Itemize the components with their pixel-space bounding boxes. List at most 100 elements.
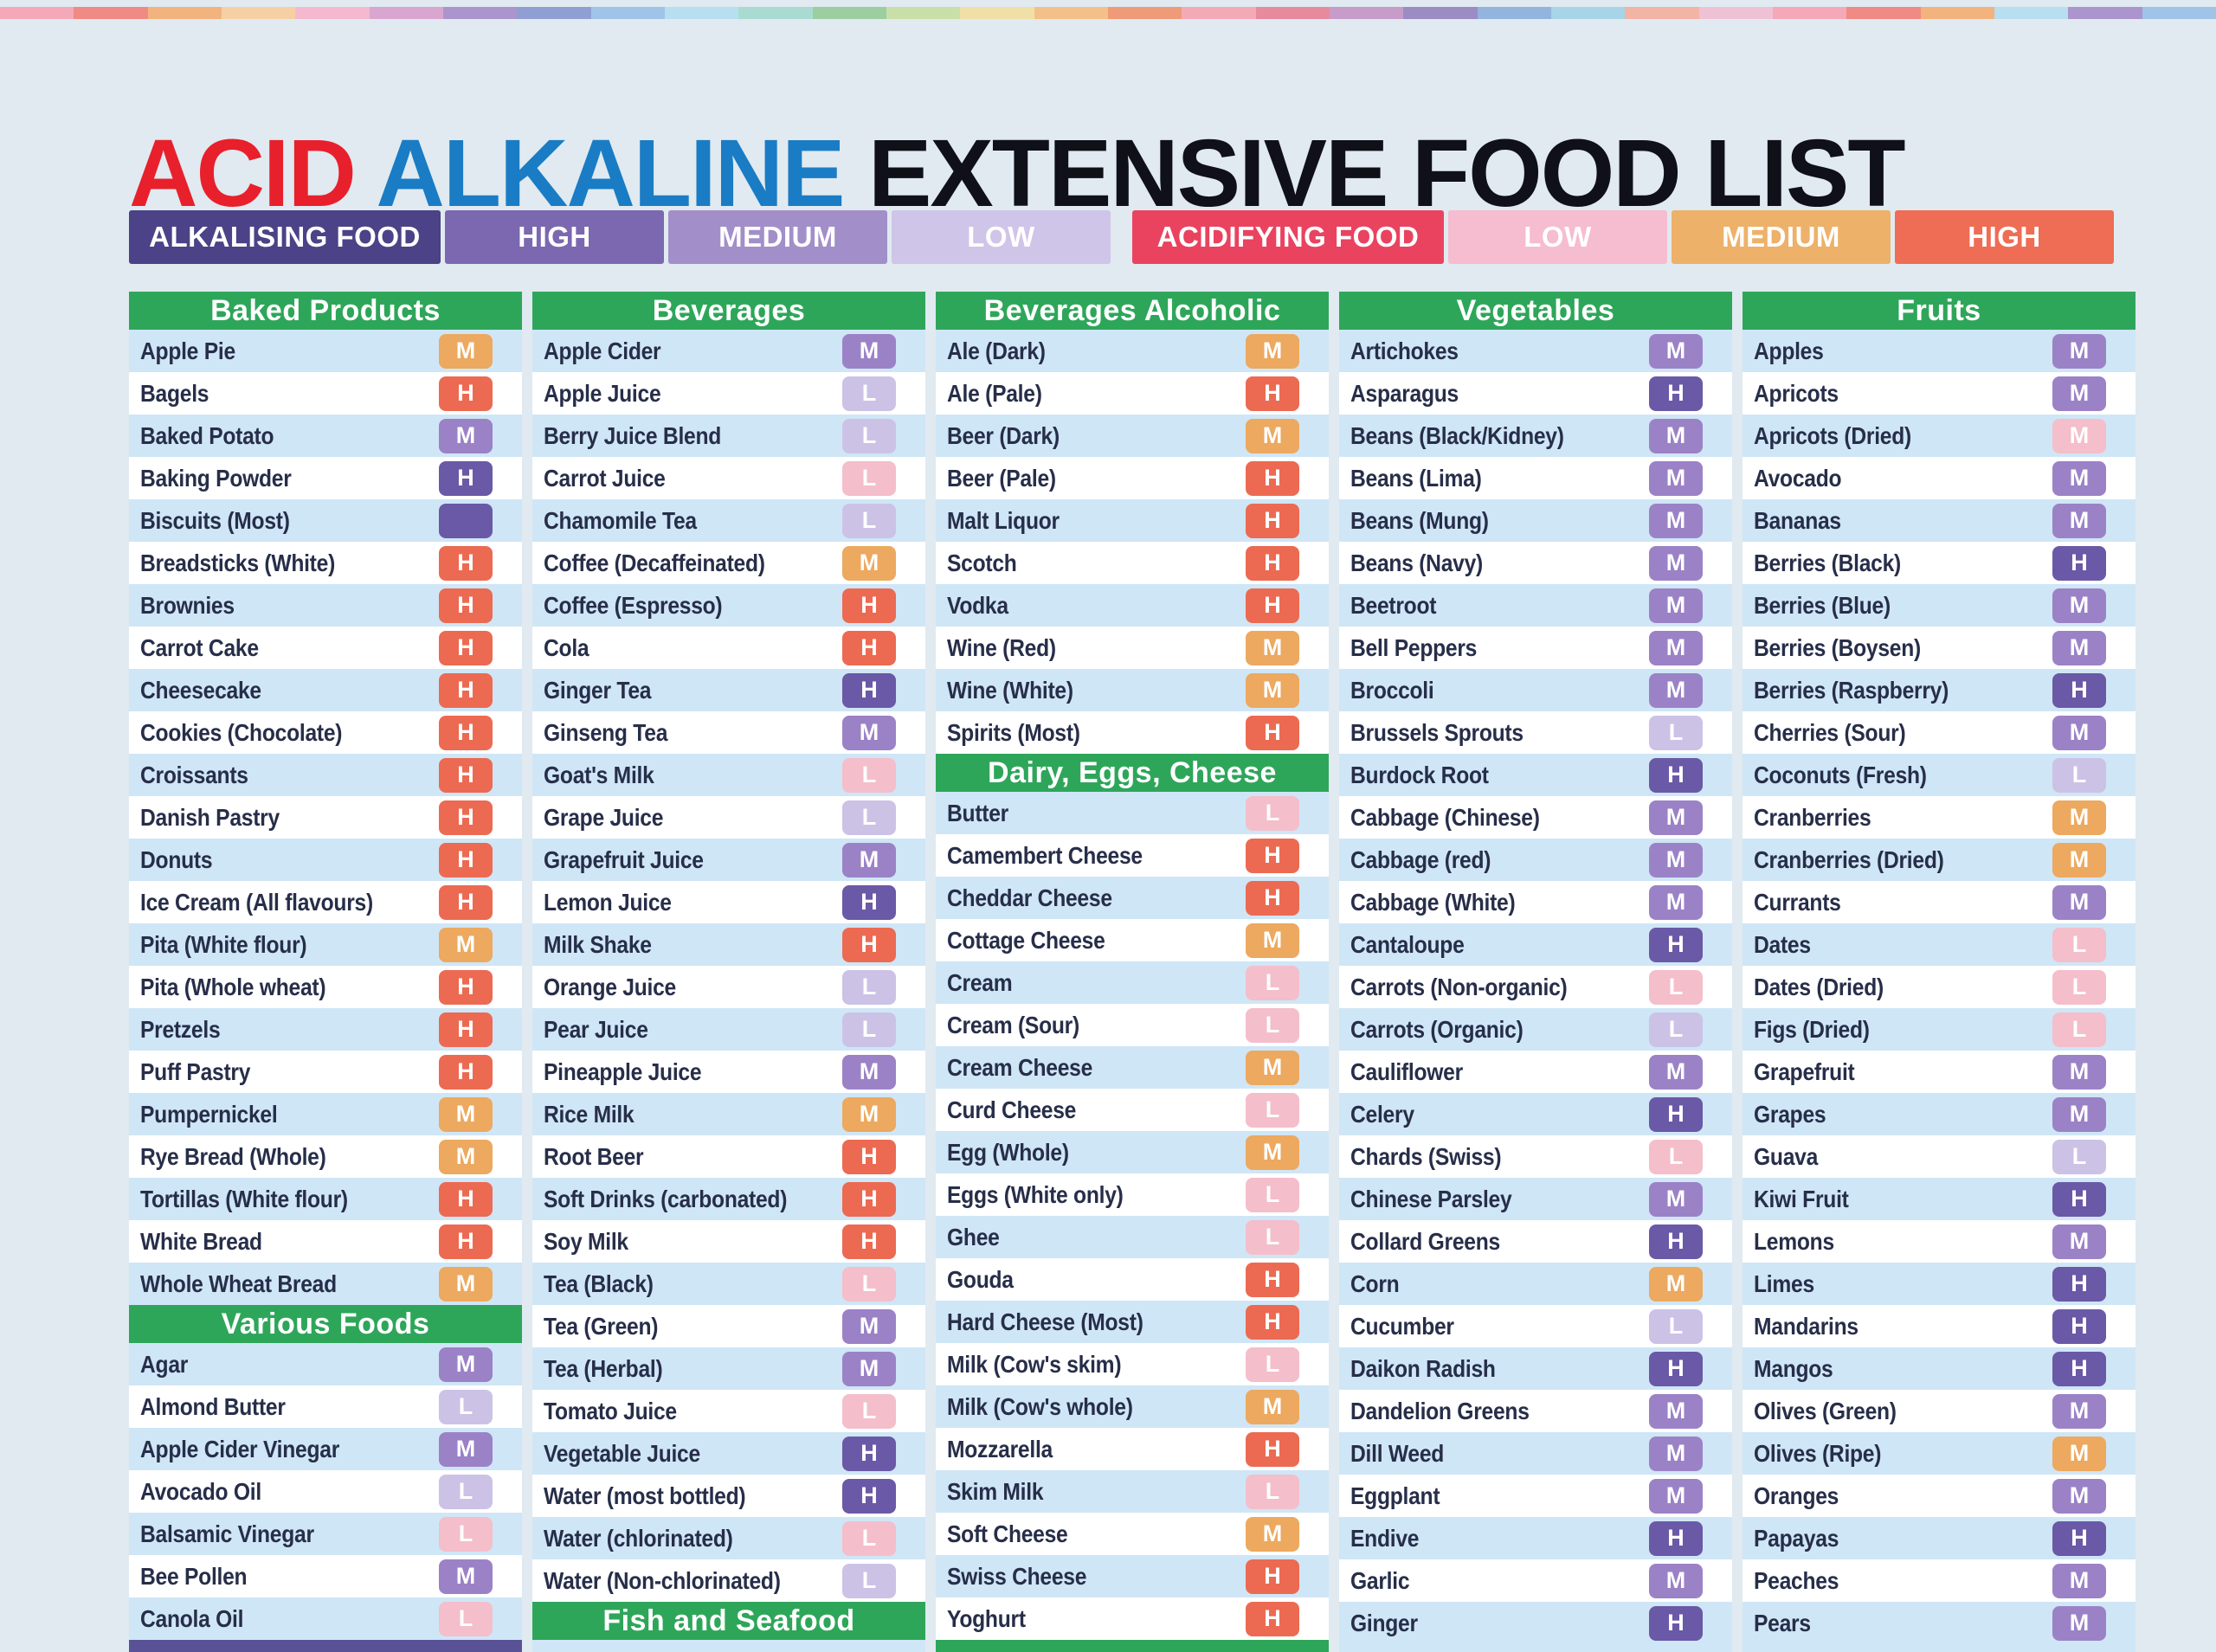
food-row: Camembert Cheese H (936, 834, 1329, 877)
food-name: Currants (1754, 888, 1841, 916)
food-row: Lemon Juice H (532, 881, 925, 923)
food-name: Tea (Black) (544, 1270, 654, 1297)
food-row: Bananas M (1743, 499, 2135, 542)
food-row: Mangos H (1743, 1347, 2135, 1390)
rating-badge: L (1649, 1012, 1703, 1047)
rating-badge: M (1246, 672, 1299, 708)
rating-badge: H (1649, 376, 1703, 411)
food-name: Pumpernickel (140, 1100, 278, 1128)
food-name: Swiss Cheese (947, 1562, 1087, 1590)
rating-badge: M (2052, 376, 2106, 411)
rating-badge: L (842, 1520, 896, 1556)
food-row: Danish Pastry H (129, 796, 522, 839)
section-header-baked-products: Baked Products (129, 292, 522, 330)
food-row: Cheddar Cheese H (936, 877, 1329, 919)
food-row: Spirits (Most) H (936, 711, 1329, 754)
food-name: Malt Liquor (947, 506, 1060, 534)
rating-badge: M (1649, 333, 1703, 369)
rating-badge: M (2052, 1393, 2106, 1429)
food-row: Wine (White) M (936, 669, 1329, 711)
food-row: Cola H (532, 627, 925, 669)
food-table: Baked Products Apple Pie M Bagels H Baked Pot… (129, 292, 2135, 1652)
food-name: Danish Pastry (140, 803, 280, 831)
food-name: Coconuts (Fresh) (1754, 761, 1927, 788)
food-name: Cola (544, 633, 589, 661)
border-segment (1846, 7, 1921, 19)
food-name: Ginseng Tea (544, 718, 668, 746)
border-segment (147, 7, 222, 19)
food-name: Scotch (947, 549, 1017, 576)
food-row: Dates L (1743, 923, 2135, 966)
food-name: Bananas (1754, 506, 1841, 534)
rating-badge: H (842, 672, 896, 708)
legend: ALKALISING FOOD HIGH MEDIUM LOW ACIDIFYING F… (129, 210, 2114, 264)
rating-badge: H (1246, 503, 1299, 538)
food-row: Water (Non-chlorinated) L (532, 1559, 925, 1602)
food-name: Beans (Black/Kidney) (1350, 421, 1564, 449)
rating-badge: M (2052, 1605, 2106, 1641)
rating-badge: H (439, 545, 493, 581)
rating-badge: M (1246, 418, 1299, 453)
rating-badge: L (842, 460, 896, 496)
food-name: Lemon Juice (544, 888, 672, 916)
rating-badge: M (2052, 884, 2106, 920)
border-segment (0, 7, 74, 19)
food-row: Olives (Ripe) M (1743, 1432, 2135, 1475)
rating-badge: H (842, 630, 896, 665)
food-row: Corn M (1339, 1263, 1732, 1305)
food-row: Yoghurt H (936, 1597, 1329, 1640)
food-row: Lemons M (1743, 1220, 2135, 1263)
rating-badge: H (842, 1224, 896, 1259)
food-row: Curd Cheese L (936, 1089, 1329, 1131)
food-name: Brussels Sprouts (1350, 718, 1524, 746)
food-row: Ale (Pale) H (936, 372, 1329, 415)
rating-badge: H (842, 1139, 896, 1174)
food-row: Coconuts (Fresh) L (1743, 754, 2135, 796)
food-name: Burdock Root (1350, 761, 1489, 788)
food-row: Coffee (Espresso) H (532, 584, 925, 627)
food-row: Cabbage (Chinese) M (1339, 796, 1732, 839)
food-row: Baked Potato M (129, 415, 522, 457)
food-row: Kiwi Fruit H (1743, 1178, 2135, 1220)
food-name: Guava (1754, 1142, 1819, 1170)
food-name: Skim Milk (947, 1477, 1044, 1505)
food-row: Baking Powder H (129, 457, 522, 499)
food-name: Tortillas (White flour) (140, 1185, 348, 1212)
rating-badge: H (439, 376, 493, 411)
rating-badge: H (842, 1181, 896, 1217)
food-name: Limes (1754, 1270, 1814, 1297)
rating-badge: M (1246, 1516, 1299, 1552)
rating-badge: H (439, 1224, 493, 1259)
food-name: Corn (1350, 1270, 1400, 1297)
food-name: Canola Oil (140, 1604, 244, 1632)
rating-badge: L (842, 418, 896, 453)
rating-badge: H (2052, 1266, 2106, 1302)
section-header-dairy-eggs-cheese: Dairy, Eggs, Cheese (936, 754, 1329, 792)
food-row: Broccoli M (1339, 669, 1732, 711)
food-row: Berries (Raspberry) H (1743, 669, 2135, 711)
food-name: Apples (1754, 337, 1824, 364)
food-row: Oranges M (1743, 1475, 2135, 1517)
rating-badge: L (2052, 757, 2106, 793)
rating-badge: M (2052, 630, 2106, 665)
food-row: Skim Milk L (936, 1470, 1329, 1513)
food-name: Chamomile Tea (544, 506, 697, 534)
food-row: Balsamic Vinegar L (129, 1513, 522, 1555)
food-row: Pears M (1743, 1602, 2135, 1644)
food-row: Eggs (White only) L (936, 1173, 1329, 1216)
food-name: Apple Cider Vinegar (140, 1435, 340, 1462)
rating-badge: L (2052, 969, 2106, 1005)
food-row: Soft Drinks (carbonated) H (532, 1178, 925, 1220)
border-segment (1034, 7, 1108, 19)
food-row: Grapes M (1743, 1093, 2135, 1135)
food-name: Papayas (1754, 1524, 1839, 1552)
food-name: Ale (Dark) (947, 337, 1046, 364)
column-fruits: Fruits Apples M Apricots M Apricots (Dried) M A… (1743, 292, 2135, 1652)
food-row: Pear Juice L (532, 1008, 925, 1051)
column-beverages-alcoholic: Beverages Alcoholic Ale (Dark) M Ale (Pale)… (936, 292, 1329, 1652)
rating-badge: H (1246, 715, 1299, 750)
food-name: Beer (Pale) (947, 464, 1056, 492)
food-row: Cream Cheese M (936, 1046, 1329, 1089)
rating-badge: L (1649, 969, 1703, 1005)
rating-badge: H (439, 842, 493, 877)
